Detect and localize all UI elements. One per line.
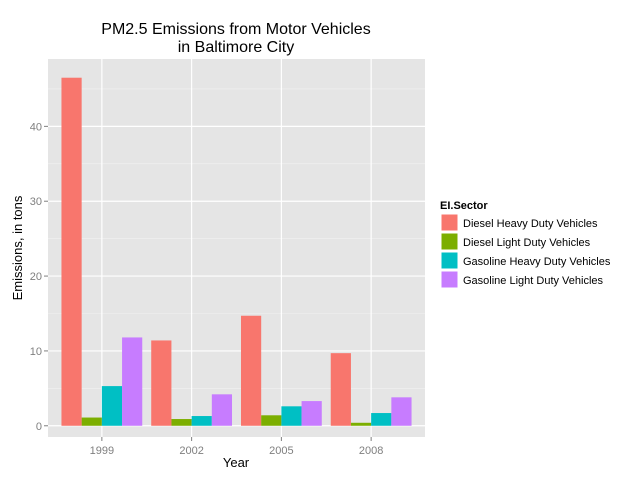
legend-swatch-3 xyxy=(440,251,459,270)
y-tick-label: 40 xyxy=(30,121,42,133)
bar-2008-1 xyxy=(330,353,351,426)
legend-label-1: Diesel Heavy Duty Vehicles xyxy=(463,218,598,230)
legend-swatch-2 xyxy=(440,232,459,251)
x-axis-ticks: 1999 2002 2005 2008 xyxy=(90,437,383,457)
y-tick-label: 10 xyxy=(30,346,42,358)
bar-2002-3 xyxy=(191,416,212,426)
x-tick-label: 2005 xyxy=(269,445,293,457)
bar-2002-4 xyxy=(211,394,233,426)
y-tick-label: 20 xyxy=(30,271,42,283)
legend-label-3: Gasoline Heavy Duty Vehicles xyxy=(463,256,611,268)
bars xyxy=(61,77,412,426)
legend: EI.Sector Diesel Heavy Duty VehiclesDies… xyxy=(440,200,611,289)
bar-2002-2 xyxy=(171,419,192,426)
bar-1999-3 xyxy=(101,386,123,426)
y-axis-title: Emissions, in tons xyxy=(10,195,25,300)
minor-gridlines xyxy=(48,88,425,389)
x-axis-title: Year xyxy=(223,455,250,470)
bar-1999-4 xyxy=(122,337,143,426)
plot-panel xyxy=(48,59,425,437)
bar-2002-1 xyxy=(151,340,172,426)
bar-1999-1 xyxy=(61,77,82,426)
bar-2005-1 xyxy=(240,315,262,426)
y-axis-ticks: 0 10 20 30 40 xyxy=(30,121,48,433)
legend-label-4: Gasoline Light Duty Vehicles xyxy=(463,275,604,287)
bar-2005-3 xyxy=(281,406,302,426)
y-tick-label: 30 xyxy=(30,196,42,208)
legend-title: EI.Sector xyxy=(440,200,488,212)
y-tick-label: 0 xyxy=(36,421,42,433)
x-tick-label: 2002 xyxy=(179,445,203,457)
bar-2005-2 xyxy=(261,415,282,426)
bar-2008-2 xyxy=(350,422,372,426)
x-tick-label: 1999 xyxy=(90,445,114,457)
legend-swatch-1 xyxy=(440,213,459,232)
bar-1999-2 xyxy=(81,417,102,426)
chart-title-line-1: PM2.5 Emissions from Motor Vehicles xyxy=(101,21,370,38)
bar-2008-3 xyxy=(371,413,392,426)
legend-label-2: Diesel Light Duty Vehicles xyxy=(463,237,591,249)
legend-swatch-4 xyxy=(440,270,459,289)
bar-2005-4 xyxy=(301,401,322,426)
chart-title-line-2: in Baltimore City xyxy=(178,39,294,56)
bar-2008-4 xyxy=(391,397,412,426)
legend-items: Diesel Heavy Duty Vehicles Diesel Light D… xyxy=(440,213,611,289)
x-tick-label: 2008 xyxy=(359,445,383,457)
